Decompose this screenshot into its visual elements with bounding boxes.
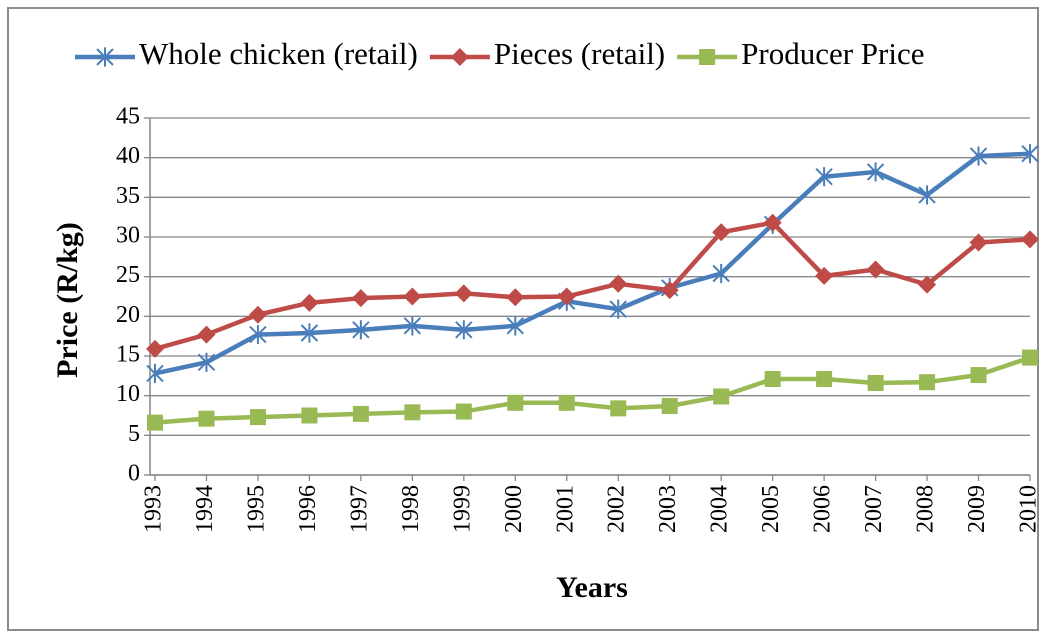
data-point (866, 162, 885, 182)
data-point (404, 404, 421, 421)
y-tick-label: 35 (116, 183, 140, 209)
x-tick-label: 1995 (243, 485, 269, 533)
data-point (352, 320, 370, 340)
data-point (713, 388, 730, 405)
legend-label: Whole chicken (retail) (139, 36, 418, 71)
y-tick-label: 30 (116, 223, 140, 249)
data-point (197, 325, 216, 344)
data-point (764, 371, 781, 388)
data-point (867, 374, 884, 391)
data-point (403, 287, 422, 306)
y-tick-label: 25 (116, 262, 140, 288)
data-point (609, 274, 628, 293)
legend-marker (96, 47, 114, 67)
data-point (198, 410, 215, 427)
data-point (1021, 144, 1039, 164)
data-point (301, 407, 318, 424)
x-tick-label: 2007 (861, 485, 887, 533)
data-point (712, 223, 731, 242)
x-tick-label: 2004 (707, 485, 733, 533)
data-point (918, 275, 937, 294)
x-tick-label: 2002 (604, 485, 630, 533)
data-point (146, 363, 164, 384)
x-tick-label: 1998 (398, 485, 424, 533)
data-point (815, 266, 834, 285)
y-tick-label: 45 (116, 104, 140, 130)
data-point (506, 316, 525, 336)
data-point (454, 284, 473, 303)
data-point (969, 146, 988, 166)
data-point (919, 374, 936, 391)
data-point (300, 293, 319, 312)
data-point (918, 185, 936, 205)
y-tick-label: 5 (128, 421, 140, 447)
x-tick-label: 2003 (655, 485, 681, 533)
x-tick-label: 2009 (964, 485, 990, 533)
data-point (660, 281, 679, 300)
x-tick-label: 2000 (501, 485, 527, 533)
y-tick-label: 40 (116, 143, 140, 169)
data-point (197, 352, 216, 372)
x-tick-label: 2006 (810, 485, 836, 533)
x-tick-label: 1996 (295, 485, 321, 533)
data-point (455, 403, 472, 420)
data-point (147, 414, 163, 431)
data-point (249, 409, 266, 426)
data-point (352, 405, 369, 422)
series-line (154, 355, 1031, 425)
x-tick-label: 1993 (141, 485, 167, 533)
x-axis-title: Years (556, 571, 628, 604)
data-point (712, 263, 730, 284)
legend-label: Pieces (retail) (494, 36, 665, 71)
data-point (146, 339, 164, 358)
y-tick-label: 15 (116, 342, 140, 368)
y-tick-label: 10 (116, 381, 140, 407)
series-line (154, 220, 1031, 352)
x-tick-label: 2005 (758, 485, 784, 533)
series-line (154, 151, 1031, 376)
data-point (610, 400, 627, 417)
data-point (815, 167, 833, 187)
legend-label: Producer Price (741, 36, 924, 71)
data-point (506, 288, 525, 307)
x-tick-label: 2008 (913, 485, 939, 533)
legend-marker (699, 49, 716, 65)
data-point (969, 233, 988, 252)
data-point (300, 323, 319, 343)
data-point (557, 287, 576, 306)
x-tick-label: 1999 (449, 485, 475, 533)
data-point (351, 289, 370, 308)
legend-marker (450, 48, 469, 66)
y-tick-label: 20 (116, 302, 140, 328)
data-point (507, 394, 524, 411)
x-tick-label: 1997 (346, 485, 372, 533)
x-tick-label: 2001 (552, 485, 578, 533)
data-point (609, 299, 627, 319)
data-point (1022, 349, 1038, 366)
data-point (403, 316, 422, 336)
data-point (763, 213, 782, 232)
data-point (248, 305, 267, 324)
data-point (970, 367, 987, 384)
data-point (249, 324, 267, 345)
data-point (455, 320, 473, 340)
data-point (866, 260, 885, 279)
data-point (661, 397, 678, 414)
y-axis-title: Price (R/kg) (51, 222, 84, 378)
x-tick-label: 1994 (192, 485, 218, 533)
x-tick-label: 2010 (1016, 485, 1042, 533)
y-tick-label: 0 (128, 461, 140, 487)
data-point (1021, 230, 1039, 249)
data-point (816, 371, 833, 388)
data-point (558, 394, 575, 411)
